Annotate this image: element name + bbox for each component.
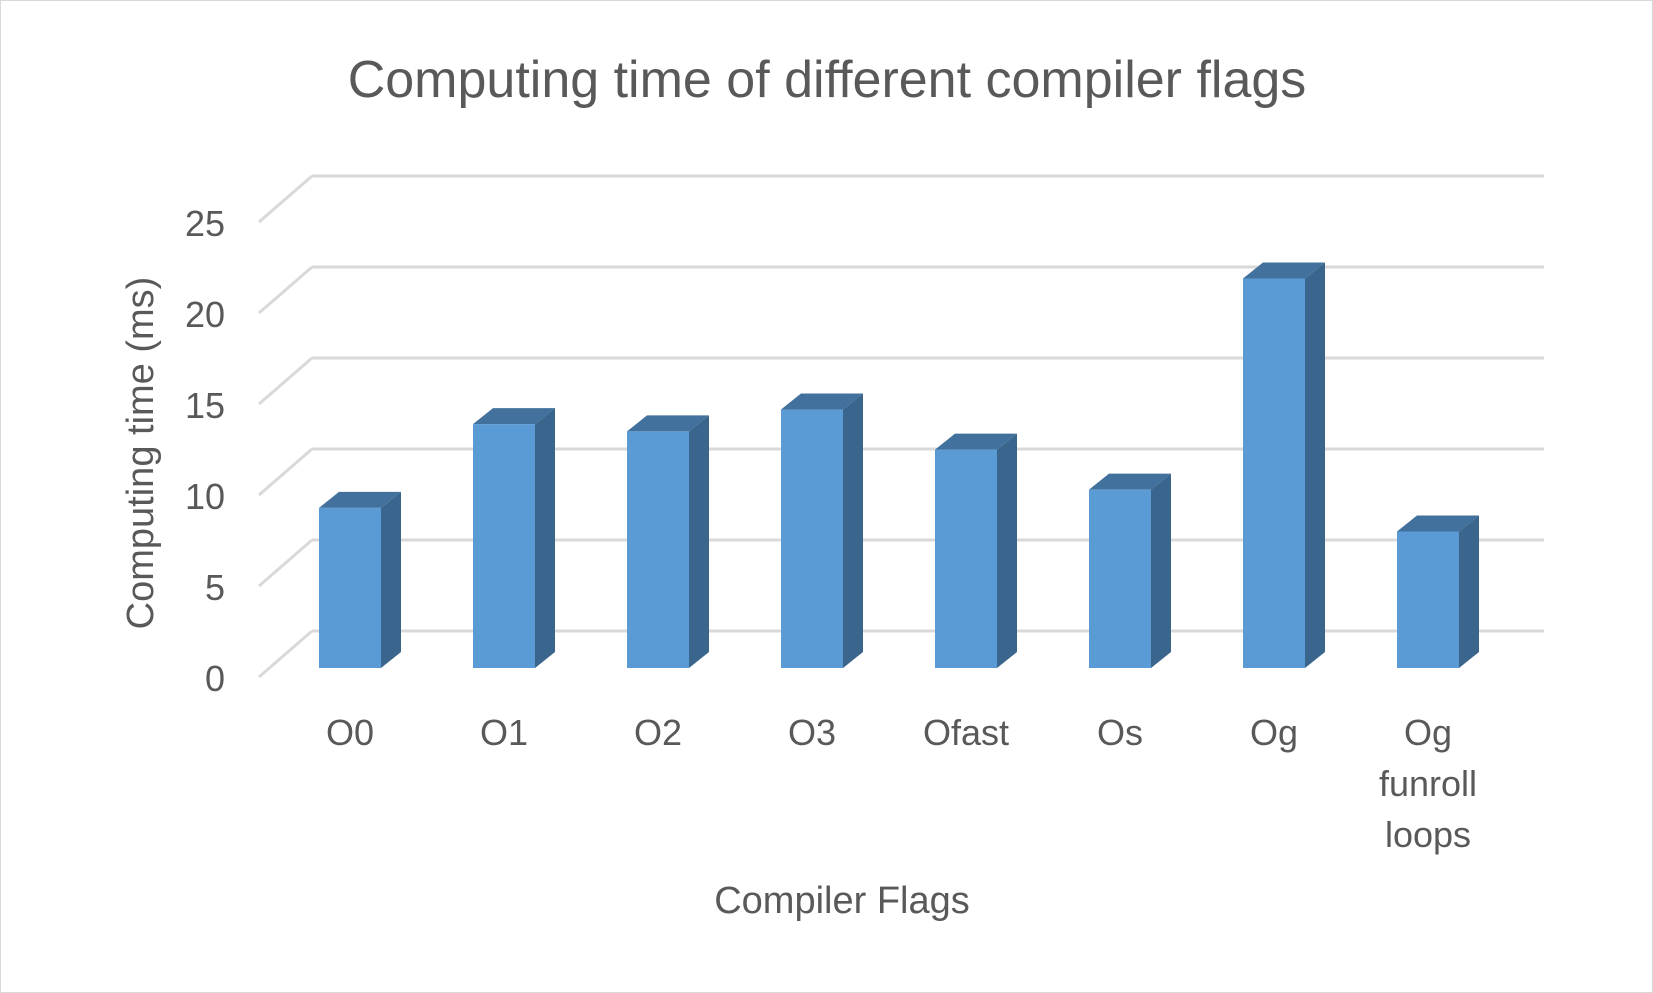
bar-side	[381, 491, 401, 668]
y-tick-label: 20	[185, 294, 225, 335]
y-axis-label: Computing time (ms)	[120, 277, 162, 630]
x-tick-label: O2	[634, 712, 682, 753]
bar-top	[473, 408, 555, 425]
x-axis-tick-labels: O0 O1 O2 O3 Ofast Os Og Og funroll loops	[326, 712, 1477, 855]
x-tick-label: O1	[480, 712, 528, 753]
bar	[473, 408, 555, 668]
bar-top	[627, 415, 709, 432]
x-tick-label-line: O3	[788, 712, 836, 753]
x-tick-label-line: O1	[480, 712, 528, 753]
bar	[781, 393, 863, 668]
gridline-side	[258, 356, 313, 406]
gridline-side	[258, 538, 313, 588]
bar-side	[843, 393, 863, 668]
y-tick-label: 0	[205, 658, 225, 699]
x-tick-label: Os	[1097, 712, 1143, 753]
gridline-side	[258, 447, 313, 497]
bar-front	[473, 424, 535, 668]
gridline-side	[258, 174, 313, 224]
bar	[1089, 473, 1171, 668]
bar-top	[319, 491, 401, 508]
x-tick-label-line: O2	[634, 712, 682, 753]
x-tick-label-line: Ofast	[923, 712, 1009, 753]
x-tick-label-line: funroll	[1379, 763, 1477, 804]
bar-side	[1459, 515, 1479, 668]
bar-side	[997, 433, 1017, 668]
x-tick-label: Og funroll loops	[1379, 712, 1477, 855]
gridlines	[258, 174, 1544, 679]
y-tick-label: 5	[205, 567, 225, 608]
y-tick-label: 25	[185, 203, 225, 244]
bar	[319, 491, 401, 668]
bar	[935, 433, 1017, 668]
x-tick-label: Ofast	[923, 712, 1009, 753]
bar-top	[1089, 473, 1171, 490]
y-tick-label: 10	[185, 476, 225, 517]
x-tick-label-line: O0	[326, 712, 374, 753]
bar-side	[535, 408, 555, 668]
bar-front	[1397, 531, 1459, 668]
bar-front	[319, 507, 381, 668]
x-tick-label-line: loops	[1385, 814, 1471, 855]
x-axis-label: Compiler Flags	[714, 880, 970, 922]
bar-front	[627, 431, 689, 668]
x-tick-label-line: Og	[1404, 712, 1452, 753]
gridline-side	[258, 629, 313, 679]
bar-side	[689, 415, 709, 668]
bar-top	[781, 393, 863, 410]
bar-side	[1151, 473, 1171, 668]
bar-top	[1397, 515, 1479, 532]
x-tick-label: O3	[788, 712, 836, 753]
x-tick-label: Og	[1250, 712, 1298, 753]
bars	[319, 262, 1479, 668]
bar-front	[1243, 278, 1305, 668]
bar	[1243, 262, 1325, 668]
x-tick-label-line: Os	[1097, 712, 1143, 753]
bar	[1397, 515, 1479, 668]
y-tick-label: 15	[185, 385, 225, 426]
bar-front	[935, 449, 997, 668]
bar	[627, 415, 709, 668]
bar-front	[1089, 489, 1151, 668]
bar-top	[1243, 262, 1325, 279]
bar-top	[935, 433, 1017, 450]
bar-side	[1305, 262, 1325, 668]
chart-title: Computing time of different compiler fla…	[348, 51, 1307, 109]
bar-front	[781, 409, 843, 668]
gridline-side	[258, 265, 313, 315]
x-tick-label-line: Og	[1250, 712, 1298, 753]
y-axis-tick-labels: 0 5 10 15 20 25	[185, 203, 225, 699]
x-tick-label: O0	[326, 712, 374, 753]
